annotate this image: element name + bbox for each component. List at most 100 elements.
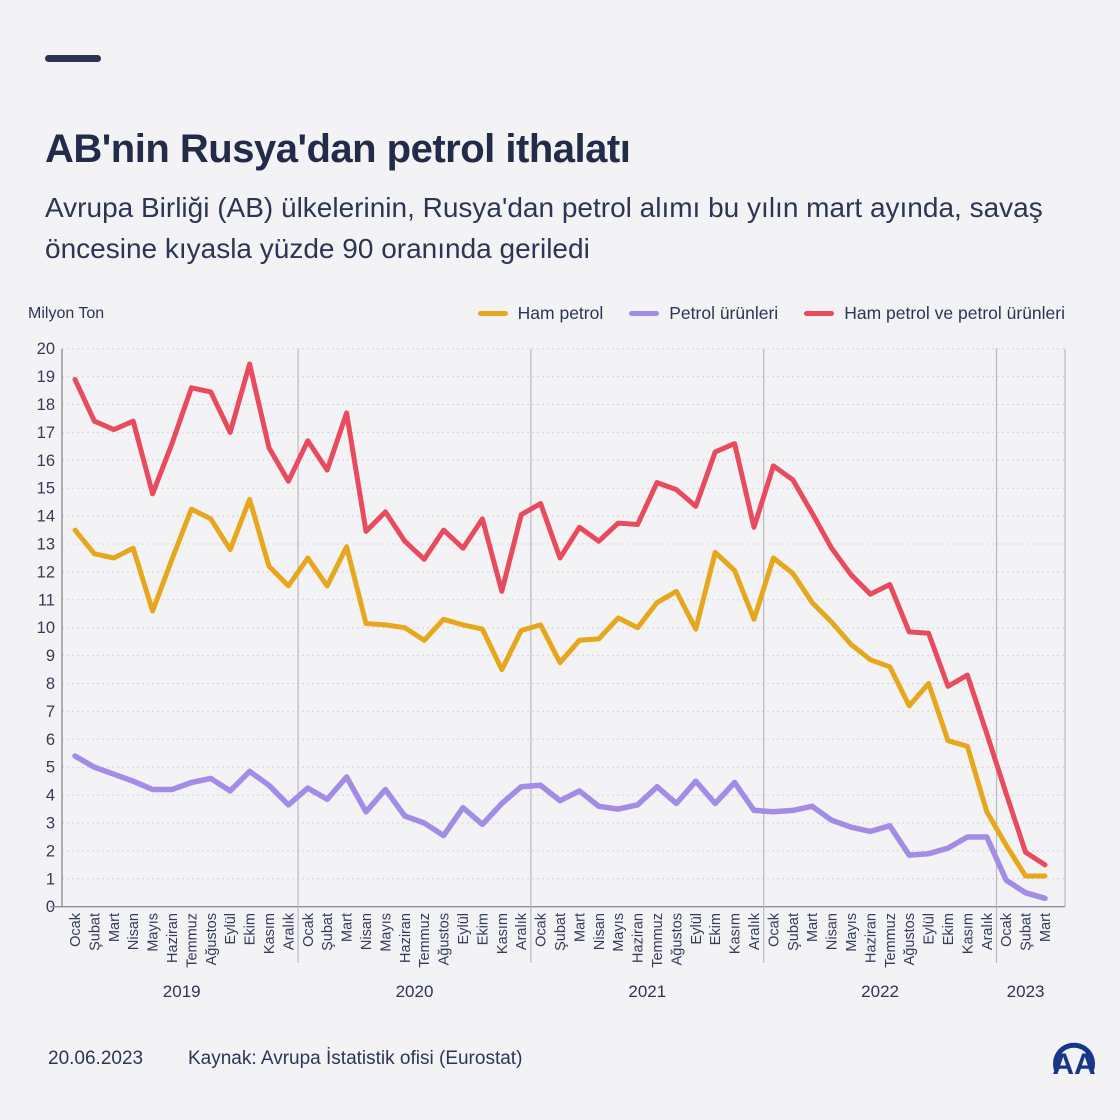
source-credit: Kaynak: Avrupa İstatistik ofisi (Eurosta… [188,1048,523,1069]
chart-legend: Ham petrol Petrol ürünleri Ham petrol ve… [477,303,1065,324]
y-tick-label: 3 [46,815,55,833]
x-tick-label: Mayıs [146,913,162,952]
x-tick-label: Nisan [825,913,841,950]
x-tick-label: Mart [572,913,588,942]
y-tick-label: 11 [38,591,55,609]
x-tick-label: Mayıs [378,913,394,952]
x-tick-label: Aralık [281,912,297,950]
year-label: 2022 [861,982,899,1001]
x-tick-label: Mart [340,913,356,942]
x-tick-label: Mart [1038,913,1054,942]
x-tick-label: Şubat [786,913,802,951]
svg-text:AA: AA [1052,1048,1095,1081]
y-tick-label: 1 [46,870,55,888]
x-tick-label: Temmuz [883,913,899,968]
legend-item-ham-ve-urunler: Ham petrol ve petrol ürünleri [804,303,1065,324]
page-subtitle: Avrupa Birliği (AB) ülkelerinin, Rusya'd… [45,192,1043,264]
x-tick-label: Şubat [87,913,103,951]
x-tick-label: Mayıs [611,913,627,952]
x-tick-label: Ekim [941,913,957,945]
x-tick-label: Ocak [68,912,84,947]
x-tick-label: Temmuz [417,913,433,968]
series-line-petrol-r-nleri [72,753,1048,902]
legend-item-petrol-urunleri: Petrol ürünleri [629,303,778,324]
x-tick-label: Aralık [980,912,996,950]
x-tick-label: Haziran [631,913,647,963]
y-tick-label: 8 [46,675,55,693]
y-tick-label: 16 [37,452,55,470]
series-line-ham-petrol-ve-petrol-r-nleri [72,361,1048,868]
x-tick-label: Ağustos [204,913,220,965]
year-label: 2021 [628,982,666,1001]
x-tick-label: Eylül [456,913,472,944]
page-title: AB'nin Rusya'dan petrol ithalatı [45,126,631,171]
x-tick-label: Kasım [495,913,511,954]
x-tick-label: Ocak [766,912,782,947]
aa-agency-logo: AA [1048,1031,1100,1088]
x-tick-label: Ocak [301,912,317,947]
legend-label: Ham petrol [517,303,604,323]
ham-petrol-ve-urunleri-swatch-icon [804,310,835,317]
series-line-ham-petrol [72,496,1048,879]
year-label: 2023 [1007,982,1045,1001]
x-tick-label: Eylül [689,913,705,944]
x-tick-label: Şubat [320,913,336,951]
x-tick-label: Eylül [922,913,938,944]
x-tick-label: Haziran [398,913,414,963]
accent-bar [45,55,101,62]
y-tick-label: 20 [37,340,55,358]
x-tick-label: Kasım [262,913,278,954]
x-tick-label: Temmuz [650,913,666,968]
y-tick-label: 18 [37,396,55,414]
y-tick-label: 17 [37,424,55,442]
y-tick-label: 7 [46,703,55,721]
x-tick-label: Ağustos [437,913,453,965]
x-tick-label: Ağustos [669,913,685,965]
y-tick-label: 9 [46,647,55,665]
x-tick-label: Ekim [475,913,491,945]
y-tick-label: 13 [37,536,55,554]
x-tick-label: Ocak [534,912,550,947]
x-tick-label: Temmuz [184,913,200,968]
y-tick-label: 15 [37,480,55,498]
y-tick-label: 10 [37,619,55,637]
legend-label: Ham petrol ve petrol ürünleri [844,303,1065,323]
year-label: 2019 [163,982,201,1001]
x-tick-label: Nisan [126,913,142,950]
x-tick-label: Şubat [553,913,569,951]
x-tick-label: Nisan [359,913,375,950]
y-tick-label: 2 [46,842,55,860]
x-tick-label: Kasım [960,913,976,954]
x-tick-label: Ocak [999,912,1015,947]
aa-logo-icon: AA [1052,1042,1096,1081]
x-tick-label: Ekim [708,913,724,945]
y-tick-label: 14 [37,508,55,526]
y-tick-label: 4 [46,787,55,805]
petrol-urunleri-swatch-icon [629,310,660,317]
x-tick-label: Şubat [1019,913,1035,951]
x-tick-label: Haziran [863,913,879,963]
x-tick-label: Haziran [165,913,181,963]
x-tick-label: Ağustos [902,913,918,965]
x-tick-label: Aralık [747,912,763,950]
legend-item-ham-petrol: Ham petrol [477,303,604,324]
x-tick-label: Mart [107,913,123,942]
ham-petrol-swatch-icon [477,310,508,317]
year-label: 2020 [396,982,434,1001]
x-tick-label: Kasım [728,913,744,954]
publish-date: 20.06.2023 [48,1048,144,1069]
x-tick-label: Nisan [592,913,608,950]
y-tick-label: 19 [37,368,55,386]
y-tick-label: 6 [46,731,55,749]
x-tick-label: Eylül [223,913,239,944]
y-tick-label: 5 [46,759,55,777]
x-tick-label: Mart [805,913,821,942]
x-tick-label: Aralık [514,912,530,950]
legend-label: Petrol ürünleri [669,303,779,323]
x-tick-label: Ekim [243,913,259,945]
x-tick-label: Mayıs [844,913,860,952]
y-tick-label: 12 [37,563,55,581]
y-axis-unit-label: Milyon Ton [28,305,105,322]
